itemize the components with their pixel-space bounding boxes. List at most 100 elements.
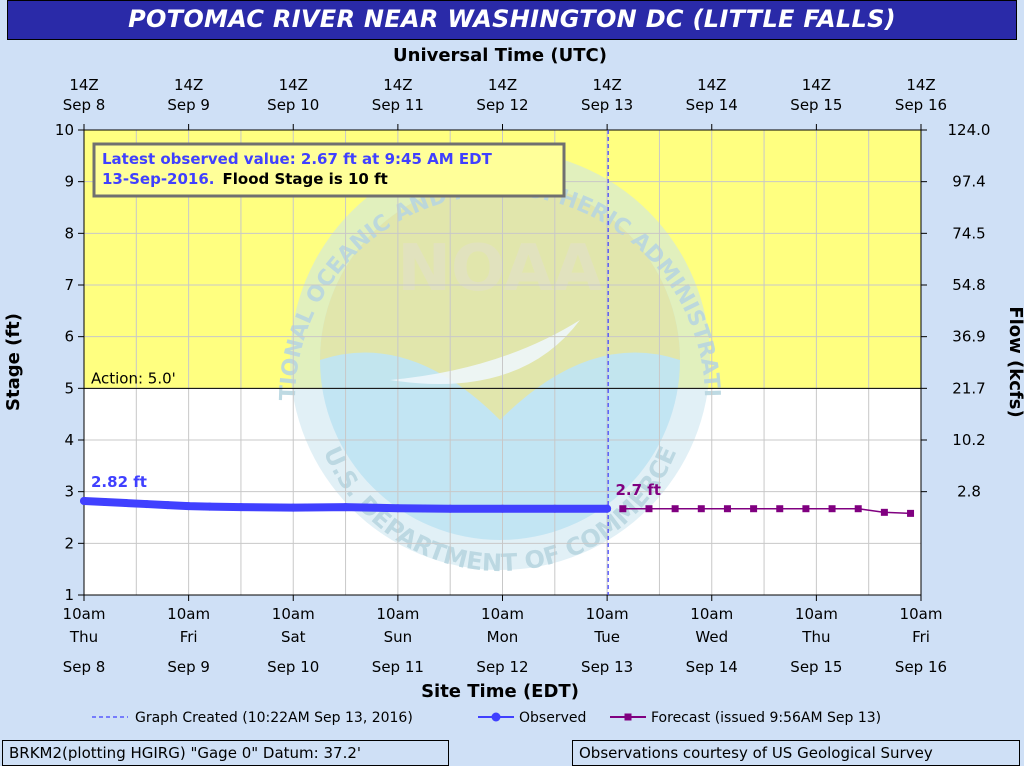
observed-point <box>498 504 507 513</box>
observed-point <box>393 504 402 513</box>
info-flood-stage: Flood Stage is 10 ft <box>223 170 388 188</box>
forecast-point <box>619 505 627 513</box>
forecast-point <box>802 505 810 513</box>
forecast-point <box>854 505 862 513</box>
bottom-tick-day: Fri <box>180 628 198 646</box>
observed-point <box>236 503 245 512</box>
stage-tick-label: 5 <box>64 379 74 397</box>
bottom-tick-date: Sep 16 <box>895 658 947 676</box>
stage-tick-label: 6 <box>64 328 74 346</box>
top-tick-date: Sep 13 <box>581 96 633 114</box>
bottom-tick-time: 10am <box>900 605 943 623</box>
observed-point <box>80 496 88 505</box>
stage-tick-label: 8 <box>64 224 74 242</box>
observed-point <box>184 502 193 511</box>
bottom-tick-date: Sep 11 <box>372 658 424 676</box>
bottom-tick-day: Mon <box>487 628 519 646</box>
bottom-tick-date: Sep 15 <box>790 658 842 676</box>
axis-labels: Universal Time (UTC) Site Time (EDT) Stage… <box>3 45 1024 702</box>
top-tick-label: 14Z <box>488 76 517 94</box>
forecast-point <box>645 505 653 513</box>
flow-tick-label: 54.8 <box>952 276 985 294</box>
right-axis-title: Flow (kcfs) <box>1005 306 1024 417</box>
forecast-point <box>776 505 784 513</box>
flow-tick-label: 36.9 <box>952 328 985 346</box>
bottom-tick-day: Sat <box>281 628 306 646</box>
bottom-tick-day: Fri <box>912 628 930 646</box>
plot-frame <box>78 124 927 601</box>
observed-point <box>603 504 612 513</box>
legend-forecast-marker <box>624 713 632 721</box>
flow-tick-label: 10.2 <box>952 431 985 449</box>
forecast-point <box>750 505 758 513</box>
watermark-gull <box>390 320 580 384</box>
legend-observed-marker <box>491 712 501 722</box>
stage-tick-label: 7 <box>64 276 74 294</box>
stage-tick-label: 9 <box>64 173 74 191</box>
stage-tick-label: 10 <box>55 121 74 139</box>
top-tick-label: 14Z <box>802 76 831 94</box>
bottom-tick-date: Sep 14 <box>686 658 738 676</box>
stage-tick-label: 3 <box>64 483 74 501</box>
top-tick-date: Sep 15 <box>790 96 842 114</box>
legend: Graph Created (10:22AM Sep 13, 2016) Obse… <box>92 710 881 726</box>
observed-point <box>121 499 130 508</box>
bottom-tick-date: Sep 10 <box>267 658 319 676</box>
bottom-tick-date: Sep 9 <box>167 658 210 676</box>
forecast-line <box>622 507 911 515</box>
title-bar: POTOMAC RIVER NEAR WASHINGTON DC (LITTLE… <box>7 0 1017 40</box>
observed-point <box>142 500 151 509</box>
top-tick-label: 14Z <box>592 76 621 94</box>
top-tick-label: 14Z <box>69 76 98 94</box>
footer-credit: Observations courtesy of US Geological S… <box>572 740 1020 766</box>
watermark-logo: NOAA <box>397 232 603 306</box>
action-label: Action: 5.0' <box>91 369 176 387</box>
info-latest-value: Latest observed value: 2.67 ft at 9:45 A… <box>102 150 493 168</box>
bottom-tick-day: Thu <box>69 628 98 646</box>
info-box-frame <box>92 142 566 198</box>
flow-tick-label: 2.8 <box>957 483 981 501</box>
legend-observed-label: Observed <box>519 710 586 726</box>
observed-point <box>341 503 350 512</box>
bottom-tick-date: Sep 13 <box>581 658 633 676</box>
legend-created-label: Graph Created (10:22AM Sep 13, 2016) <box>135 710 413 726</box>
bottom-tick-date: Sep 12 <box>476 658 528 676</box>
forecast-value-label: 2.7 ft <box>615 481 661 499</box>
top-tick-date: Sep 9 <box>167 96 210 114</box>
bottom-tick-time: 10am <box>167 605 210 623</box>
top-tick-date: Sep 12 <box>476 96 528 114</box>
bottom-tick-time: 10am <box>272 605 315 623</box>
bottom-tick-day: Thu <box>801 628 830 646</box>
flow-tick-label: 97.4 <box>952 173 985 191</box>
hydrograph-chart: NOAANATIONAL OCEANIC AND ATMOSPHERIC ADM… <box>0 0 1024 726</box>
observed-point <box>289 503 298 512</box>
legend-forecast-label: Forecast (issued 9:56AM Sep 13) <box>651 710 881 726</box>
forecast-point <box>880 508 888 516</box>
forecast-point <box>828 505 836 513</box>
bottom-tick-day: Wed <box>695 628 728 646</box>
forecast-point <box>723 505 731 513</box>
top-tick-date: Sep 8 <box>63 96 106 114</box>
forecast-point <box>697 505 705 513</box>
bottom-tick-time: 10am <box>481 605 524 623</box>
bottom-tick-time: 10am <box>376 605 419 623</box>
flow-tick-label: 21.7 <box>952 379 985 397</box>
watermark-upper <box>320 180 680 420</box>
top-tick-label: 14Z <box>906 76 935 94</box>
stage-tick-label: 1 <box>64 586 74 604</box>
bottom-tick-time: 10am <box>586 605 629 623</box>
forecast-point <box>671 505 679 513</box>
bottom-tick-date: Sep 8 <box>63 658 106 676</box>
top-tick-date: Sep 11 <box>372 96 424 114</box>
top-axis-title: Universal Time (UTC) <box>393 45 607 66</box>
bottom-tick-day: Tue <box>593 628 620 646</box>
top-tick-label: 14Z <box>174 76 203 94</box>
observed-point <box>446 504 455 513</box>
top-tick-label: 14Z <box>697 76 726 94</box>
bottom-tick-time: 10am <box>795 605 838 623</box>
flow-tick-label: 74.5 <box>952 224 985 242</box>
bottom-tick-time: 10am <box>63 605 106 623</box>
grid-lines <box>84 129 921 596</box>
info-date: 13-Sep-2016. <box>102 170 215 188</box>
observed-point <box>205 502 214 511</box>
